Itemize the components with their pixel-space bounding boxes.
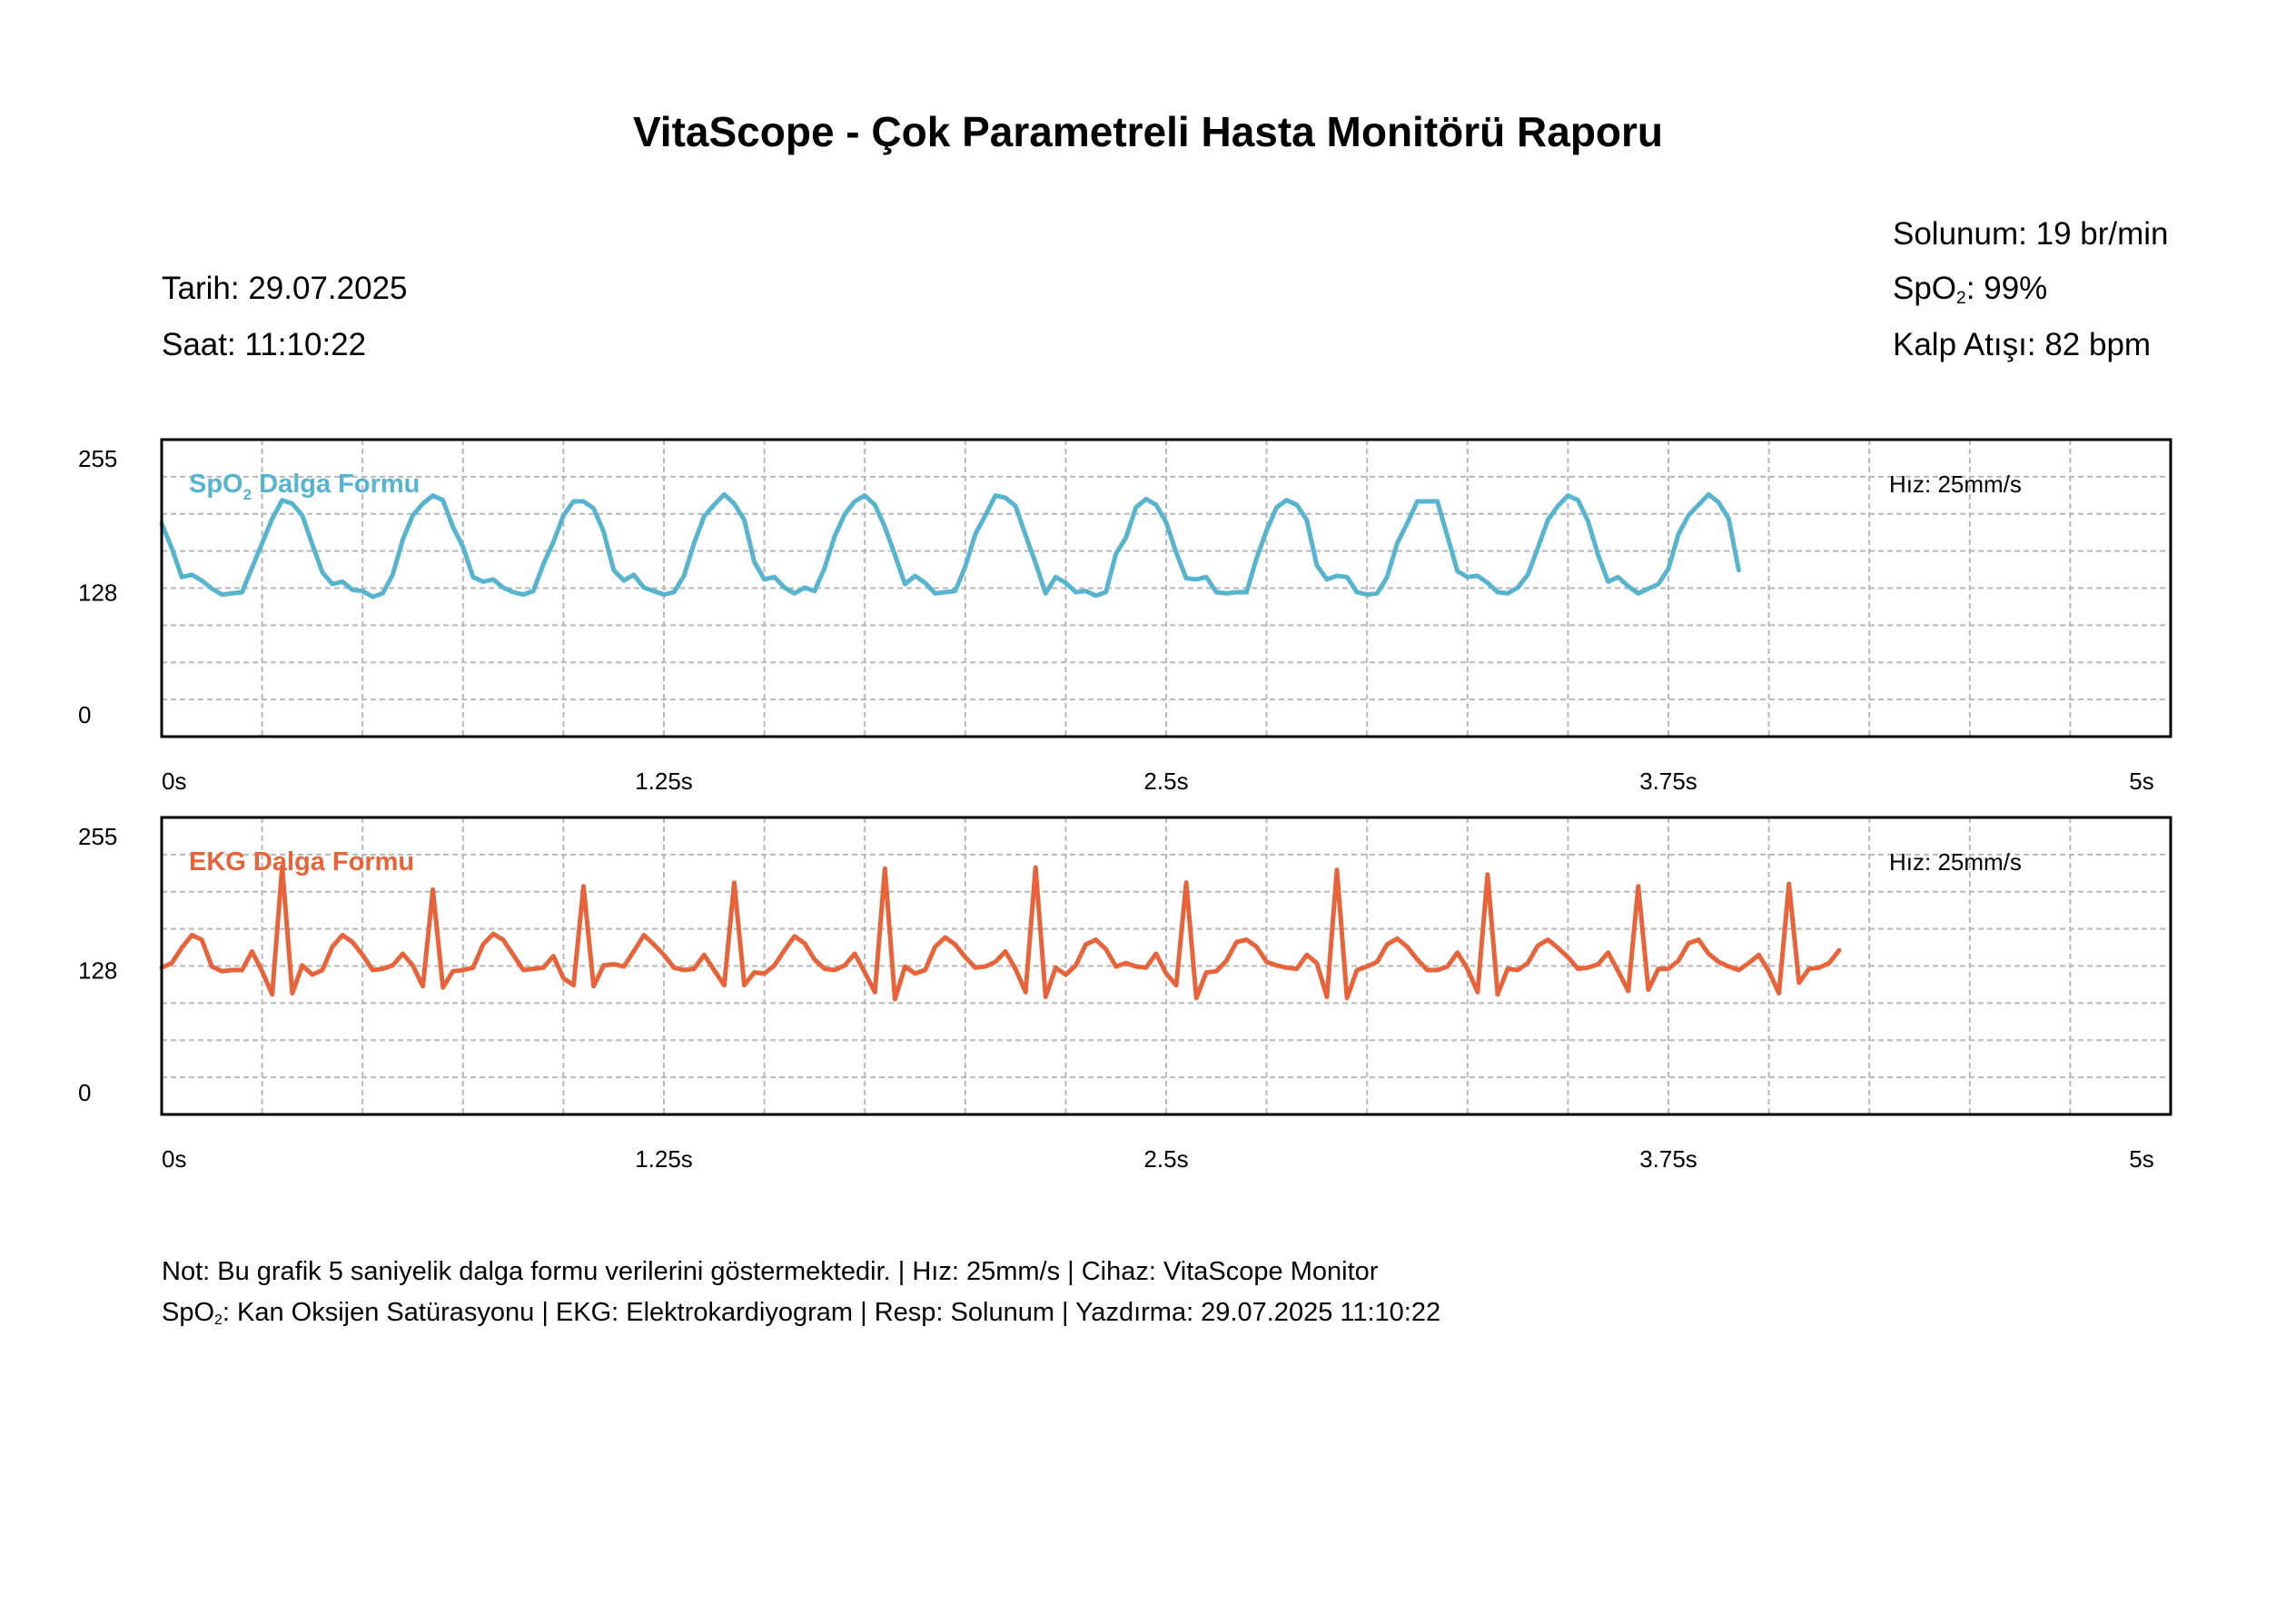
time-value: 11:10:22 bbox=[244, 327, 367, 362]
spo2-chart: 0 128 255 0s 1.25s 2.5s 3.75s 5s SpO2 Dalga Form… bbox=[78, 438, 2172, 795]
ekg-xtick-label: 3.75s bbox=[1639, 1145, 1697, 1173]
ekg-xtick-label: 5s bbox=[2129, 1145, 2153, 1173]
date-label: Tarih: bbox=[162, 271, 240, 306]
footer-note: Not: Bu grafik 5 saniyelik dalga formu v… bbox=[162, 1257, 1379, 1286]
spo2-speed-label: Hız: 25mm/s bbox=[1889, 470, 2022, 498]
spo2-line: SpO2: 99% bbox=[1893, 271, 2047, 317]
time-label: Saat: bbox=[162, 327, 236, 362]
date-line: Tarih: 29.07.2025 bbox=[162, 271, 408, 307]
ekg-xtick-label: 2.5s bbox=[1143, 1145, 1188, 1173]
spo2-chart-title: SpO2 Dalga Formu bbox=[189, 470, 420, 503]
resp-label: Solunum: bbox=[1893, 216, 2027, 252]
ekg-ytick-label: 0 bbox=[78, 1079, 91, 1106]
spo2-waveform bbox=[159, 491, 1741, 599]
ekg-xtick-label: 0s bbox=[162, 1145, 186, 1173]
date-value: 29.07.2025 bbox=[248, 271, 408, 306]
ekg-waveform bbox=[159, 864, 1842, 1002]
ekg-ytick-label: 255 bbox=[78, 823, 117, 850]
spo2-xtick-label: 0s bbox=[162, 767, 186, 795]
ekg-chart-title: EKG Dalga Formu bbox=[189, 847, 414, 876]
resp-line: Solunum: 19 br/min bbox=[1893, 216, 2169, 253]
spo2-ytick-label: 0 bbox=[78, 701, 91, 728]
spo2-ytick-label: 255 bbox=[78, 445, 117, 472]
spo2-xtick-label: 5s bbox=[2129, 767, 2153, 795]
ekg-xtick-label: 1.25s bbox=[635, 1145, 693, 1173]
hr-label: Kalp Atışı: bbox=[1893, 327, 2036, 362]
ekg-frame bbox=[160, 816, 2172, 1116]
spo2-value: 99% bbox=[1984, 271, 2048, 306]
spo2-xtick-label: 3.75s bbox=[1639, 767, 1697, 795]
hr-line: Kalp Atışı: 82 bpm bbox=[1893, 327, 2151, 363]
resp-value: 19 br/min bbox=[2035, 216, 2169, 252]
ekg-ytick-label: 128 bbox=[78, 957, 117, 985]
footer-legend: SpO2: Kan Oksijen Satürasyonu | EKG: Ele… bbox=[162, 1298, 1441, 1328]
time-line: Saat: 11:10:22 bbox=[162, 327, 366, 363]
hr-value: 82 bpm bbox=[2044, 327, 2152, 362]
ekg-chart: 0 128 255 0s 1.25s 2.5s 3.75s 5s EKG Dalga Formu… bbox=[78, 816, 2172, 1173]
spo2-label: SpO2: bbox=[1893, 271, 1975, 308]
spo2-frame bbox=[160, 438, 2172, 738]
spo2-xtick-label: 1.25s bbox=[635, 767, 693, 795]
spo2-ytick-label: 128 bbox=[78, 579, 117, 607]
report-title: VitaScope - Çok Parametreli Hasta Monitö… bbox=[632, 108, 1664, 155]
ekg-speed-label: Hız: 25mm/s bbox=[1889, 848, 2022, 876]
spo2-xtick-label: 2.5s bbox=[1143, 767, 1188, 795]
